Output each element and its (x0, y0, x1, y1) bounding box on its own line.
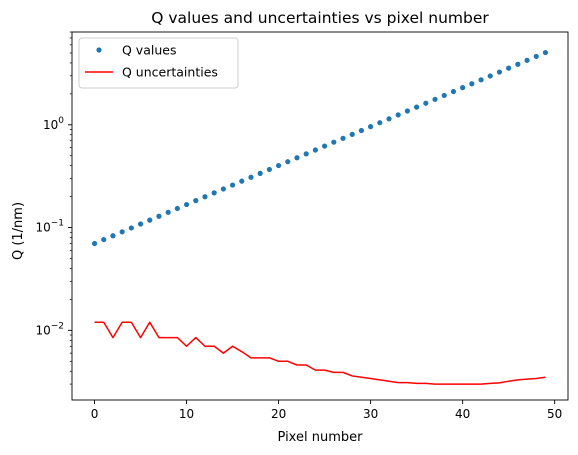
data-point-q-values (432, 96, 438, 102)
data-point-q-values (312, 147, 318, 153)
data-point-q-values (239, 178, 245, 184)
data-point-q-values (137, 221, 144, 227)
y-tick-label-base: 10 (43, 118, 58, 132)
data-point-q-values (220, 186, 226, 192)
y-tick-label-base: 10 (35, 221, 50, 235)
data-point-q-values (165, 209, 171, 215)
data-point-q-values (211, 190, 217, 196)
data-point-q-values (202, 194, 208, 200)
data-point-q-values (414, 104, 420, 110)
plot-frame (71, 31, 569, 401)
data-point-q-values (322, 143, 328, 149)
y-axis-label: Q (1/nm) (11, 202, 26, 260)
data-point-q-values (395, 112, 401, 118)
y-tick-label: 10−2 (35, 321, 64, 337)
chart-title: Q values and uncertainties vs pixel numb… (151, 9, 489, 27)
data-point-q-values (506, 65, 512, 71)
data-point-q-values (515, 61, 521, 67)
data-point-q-values (91, 240, 98, 247)
data-point-q-values (349, 131, 355, 137)
data-point-q-values (478, 77, 484, 83)
x-axis-label: Pixel number (278, 430, 364, 445)
y-tick-label-base: 10 (35, 323, 50, 337)
legend-label: Q values (122, 43, 176, 58)
data-point-q-values (404, 108, 411, 114)
x-tick-label: 30 (363, 407, 378, 421)
x-tick-label: 50 (547, 407, 562, 421)
data-point-q-values (193, 198, 199, 204)
data-point-q-values (386, 116, 392, 122)
y-tick-label: 10−1 (35, 219, 64, 235)
data-point-q-values (469, 81, 475, 87)
data-point-q-values (542, 49, 549, 56)
data-point-q-values (275, 162, 282, 169)
data-point-q-values (340, 135, 346, 141)
legend-label: Q uncertainties (122, 65, 218, 80)
data-layer (91, 49, 549, 385)
data-point-q-values (257, 170, 263, 176)
series-line-q-uncertainties (94, 321, 546, 385)
data-point-q-values (174, 205, 180, 212)
data-point-q-values (368, 124, 374, 130)
x-tick-label: 20 (271, 407, 286, 421)
data-point-q-values (496, 69, 503, 75)
y-tick-label: 100 (43, 116, 64, 132)
data-point-q-values (303, 151, 309, 157)
data-point-q-values (441, 92, 447, 99)
y-tick-label-exponent: −2 (51, 321, 64, 331)
x-tick-label: 0 (91, 407, 99, 421)
data-point-q-values (248, 174, 254, 180)
data-point-q-values (119, 229, 125, 235)
legend: Q values Q uncertainties (78, 37, 239, 89)
data-point-q-values (524, 57, 530, 63)
data-point-q-values (128, 225, 134, 231)
data-point-q-values (147, 217, 153, 223)
y-tick-label-exponent: 0 (58, 116, 64, 126)
legend-box (78, 37, 239, 89)
data-point-q-values (285, 159, 291, 165)
data-point-q-values (294, 155, 300, 161)
data-point-q-values (450, 88, 457, 95)
x-tick-label: 40 (455, 407, 470, 421)
data-point-q-values (423, 100, 429, 106)
y-tick-label-exponent: −1 (51, 219, 64, 229)
data-point-q-values (358, 127, 365, 134)
data-point-q-values (101, 236, 107, 243)
data-point-q-values (156, 213, 162, 219)
x-tick-label: 10 (179, 407, 194, 421)
data-point-q-values (533, 53, 539, 60)
data-point-q-values (487, 73, 493, 79)
data-point-q-values (266, 166, 272, 173)
data-point-q-values (331, 139, 337, 145)
data-point-q-values (110, 233, 116, 239)
data-point-q-values (377, 120, 383, 126)
legend-marker-q-values (96, 47, 102, 53)
data-point-q-values (460, 85, 466, 91)
data-point-q-values (229, 182, 236, 188)
data-point-q-values (183, 201, 190, 208)
